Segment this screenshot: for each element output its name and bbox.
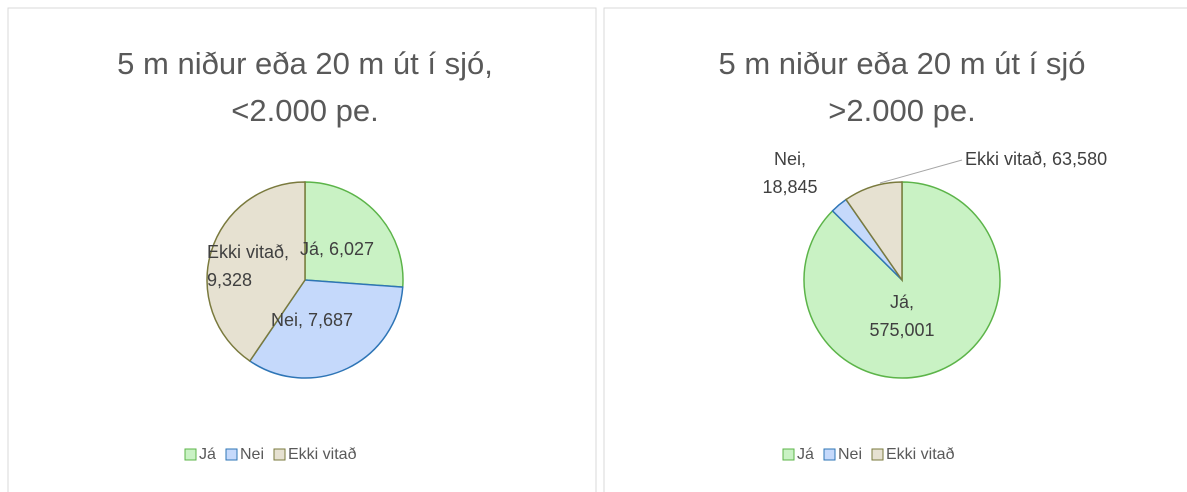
panel-border	[603, 7, 1187, 492]
legend-label: Já	[199, 446, 216, 463]
chart-title: 5 m niður eða 20 m út í sjó, <2.000 pe.	[117, 46, 493, 128]
legend-swatch	[871, 448, 884, 461]
legend-swatch	[225, 448, 238, 461]
legend-swatch	[273, 448, 286, 461]
legend-label: Nei	[240, 446, 265, 463]
leader-line	[879, 159, 963, 184]
data-label: Ekki vitað, 63,580	[965, 149, 1108, 169]
data-label: Já, 575,001	[869, 292, 935, 340]
legend-swatch	[782, 448, 795, 461]
legend-label: Nei	[838, 446, 863, 463]
data-label: Nei, 7,687	[271, 310, 354, 330]
pie-slice	[206, 181, 306, 363]
pie-slice	[845, 181, 903, 283]
chart-title: 5 m niður eða 20 m út í sjó >2.000 pe.	[718, 46, 1086, 128]
pie-slice	[304, 181, 404, 288]
legend-swatch	[184, 448, 197, 461]
legend-swatch	[823, 448, 836, 461]
legend-label: Ekki vitað	[288, 446, 357, 463]
legend-label: Já	[797, 446, 814, 463]
legend-label: Ekki vitað	[886, 446, 955, 463]
data-label: Já, 6,027	[300, 239, 375, 259]
pie-slice	[248, 279, 404, 379]
panel-border	[7, 7, 597, 492]
data-label: Nei, 18,845	[762, 149, 818, 197]
data-label: Ekki vitað, 9,328	[207, 242, 290, 290]
